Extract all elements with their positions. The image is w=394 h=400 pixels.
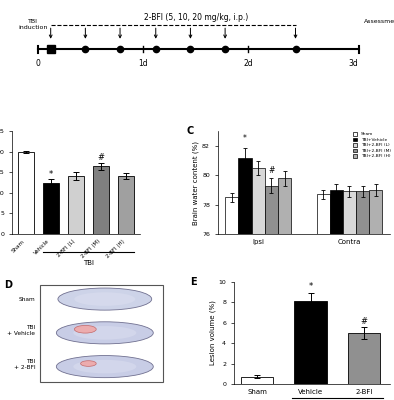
Text: *: * — [243, 134, 247, 143]
Text: 2d: 2d — [243, 59, 253, 68]
Bar — [294, 301, 327, 384]
Ellipse shape — [74, 326, 96, 333]
Text: 0: 0 — [35, 59, 41, 68]
Y-axis label: Brain water content (%): Brain water content (%) — [193, 141, 199, 225]
Bar — [265, 186, 278, 400]
Text: E: E — [190, 276, 197, 286]
Bar — [369, 190, 383, 400]
Ellipse shape — [56, 356, 153, 378]
Text: Assessments: Assessments — [364, 19, 394, 24]
Text: #: # — [268, 166, 275, 175]
Bar — [330, 190, 343, 400]
Text: TBI
+ Vehicle: TBI + Vehicle — [7, 325, 35, 336]
Ellipse shape — [81, 361, 96, 366]
Bar — [238, 158, 252, 400]
Text: D: D — [4, 280, 12, 290]
Bar — [343, 192, 356, 400]
Ellipse shape — [58, 288, 152, 310]
Text: Sham: Sham — [19, 296, 35, 302]
Text: 1d: 1d — [138, 59, 148, 68]
Bar — [316, 194, 330, 400]
Text: TBI: TBI — [83, 260, 94, 266]
Ellipse shape — [74, 292, 135, 306]
Bar — [241, 377, 273, 384]
Text: 3d: 3d — [348, 59, 358, 68]
Bar — [93, 166, 109, 234]
Text: TBI
induction: TBI induction — [18, 19, 48, 30]
Bar — [18, 152, 34, 234]
Text: 2-BFI (5, 10, 20 mg/kg, i.p.): 2-BFI (5, 10, 20 mg/kg, i.p.) — [143, 13, 248, 22]
Ellipse shape — [56, 322, 153, 344]
Bar — [348, 333, 380, 384]
Ellipse shape — [73, 326, 136, 340]
Legend: Sham, TBI+Vehicle, TBI+2-BFI (L), TBI+2-BFI (M), TBI+2-BFI (H): Sham, TBI+Vehicle, TBI+2-BFI (L), TBI+2-… — [352, 132, 391, 159]
Bar — [225, 197, 238, 400]
Bar — [252, 168, 265, 400]
Text: #: # — [97, 153, 104, 162]
Text: *: * — [48, 170, 53, 178]
Text: #: # — [361, 317, 368, 326]
Text: TBI
+ 2-BFI: TBI + 2-BFI — [14, 359, 35, 370]
FancyBboxPatch shape — [40, 285, 164, 382]
Bar — [68, 176, 84, 234]
Ellipse shape — [73, 360, 136, 373]
Y-axis label: Lesion volume (%): Lesion volume (%) — [209, 300, 216, 365]
Bar — [117, 176, 134, 234]
Bar — [278, 178, 291, 400]
Bar — [43, 183, 59, 234]
Bar — [356, 192, 369, 400]
Text: C: C — [187, 126, 194, 136]
Text: *: * — [309, 282, 313, 291]
